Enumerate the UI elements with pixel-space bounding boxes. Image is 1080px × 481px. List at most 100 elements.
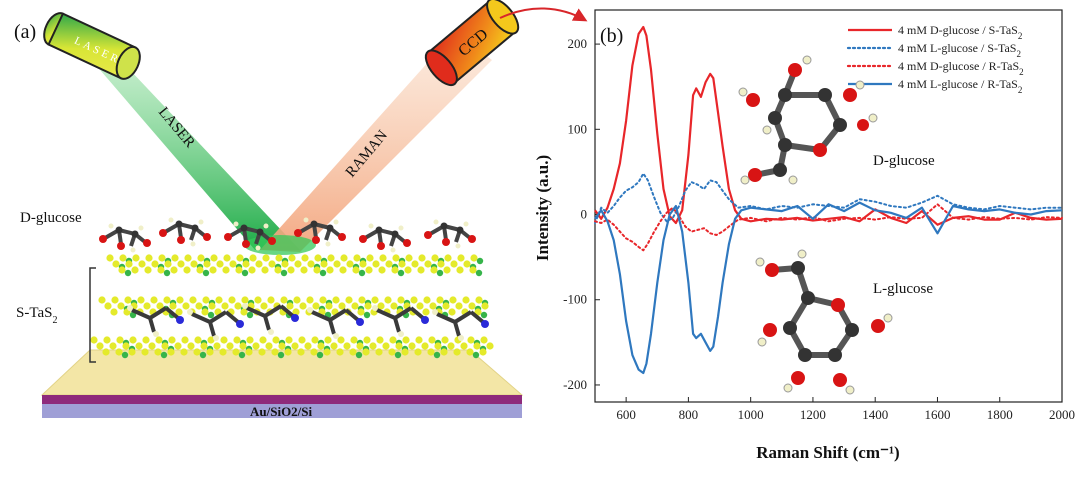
lattice-atom bbox=[404, 266, 412, 274]
lattice-atom bbox=[453, 348, 461, 356]
lattice-atom bbox=[242, 260, 250, 268]
lattice-atom bbox=[313, 266, 321, 274]
lattice-atom bbox=[356, 318, 364, 326]
lattice-atom bbox=[415, 336, 423, 344]
lattice-atom bbox=[427, 348, 435, 356]
lattice-bond bbox=[279, 304, 295, 318]
lattice-bond bbox=[191, 312, 211, 324]
lattice-atom bbox=[285, 336, 293, 344]
d-glucose-molecules bbox=[99, 217, 476, 253]
lattice-atom bbox=[240, 308, 248, 316]
lattice-atom bbox=[213, 342, 221, 350]
lattice-atom bbox=[124, 269, 132, 277]
lattice-bond bbox=[393, 306, 413, 320]
lattice-atom bbox=[323, 348, 331, 356]
lattice-atom bbox=[384, 296, 392, 304]
lattice-atom bbox=[155, 336, 163, 344]
lattice-atom bbox=[210, 254, 218, 262]
x-tick-label: 800 bbox=[679, 407, 699, 422]
lattice-atom bbox=[411, 260, 419, 268]
lattice-atom bbox=[310, 348, 318, 356]
glucose-atom bbox=[115, 226, 123, 234]
lattice-atom bbox=[122, 342, 130, 350]
lattice-bond bbox=[409, 306, 425, 320]
raman-beam bbox=[260, 32, 492, 252]
x-axis-title: Raman Shift (cm⁻¹) bbox=[756, 443, 899, 462]
lattice-atom bbox=[408, 342, 416, 350]
lattice-atom bbox=[353, 254, 361, 262]
lattice-atom bbox=[164, 260, 172, 268]
lattice-atom bbox=[169, 302, 177, 310]
lattice-atom bbox=[246, 311, 254, 319]
glucose-atom bbox=[333, 219, 339, 225]
glucose-atom bbox=[368, 223, 374, 229]
lattice-atom bbox=[168, 336, 176, 344]
lattice-atom bbox=[145, 254, 153, 262]
glucose-atom bbox=[359, 235, 367, 243]
lattice-atom bbox=[150, 296, 158, 304]
glucose-atom bbox=[233, 221, 239, 227]
lattice-atom bbox=[259, 336, 267, 344]
lattice-atom bbox=[98, 296, 106, 304]
lattice-bond bbox=[131, 308, 151, 320]
lattice-atom bbox=[148, 342, 156, 350]
lattice-atom bbox=[431, 254, 439, 262]
lattice-atom bbox=[345, 296, 353, 304]
lattice-atom bbox=[336, 348, 344, 356]
lattice-atom bbox=[189, 296, 197, 304]
lattice-atom bbox=[481, 320, 489, 328]
lattice-bond bbox=[344, 308, 360, 322]
lattice-atom bbox=[379, 254, 387, 262]
lattice-atom bbox=[432, 309, 438, 315]
lattice-bond bbox=[453, 321, 461, 337]
lattice-atom bbox=[181, 336, 189, 344]
lattice-atom bbox=[378, 266, 386, 274]
lattice-atom bbox=[112, 260, 120, 268]
lattice-atom bbox=[298, 336, 306, 344]
glucose-atom bbox=[224, 233, 232, 241]
lattice-atom bbox=[317, 342, 325, 350]
lattice-atom bbox=[332, 296, 340, 304]
glucose-atom bbox=[338, 233, 346, 241]
lattice-atom bbox=[294, 260, 302, 268]
lattice-atom bbox=[163, 296, 171, 304]
lattice-atom bbox=[314, 254, 322, 262]
lattice-atom bbox=[252, 342, 260, 350]
lattice-atom bbox=[248, 266, 256, 274]
lattice-atom bbox=[357, 308, 365, 316]
lattice-atom bbox=[401, 348, 409, 356]
lattice-atom bbox=[320, 260, 328, 268]
glucose-atom bbox=[312, 236, 320, 244]
lattice-atom bbox=[215, 296, 223, 304]
legend-entry: 4 mM L-glucose / S-TaS2 bbox=[898, 41, 1021, 59]
lattice-atom bbox=[480, 311, 488, 319]
lattice-atom bbox=[284, 348, 292, 356]
lattice-atom bbox=[206, 348, 214, 356]
glucose-atom bbox=[255, 245, 261, 251]
lattice-atom bbox=[449, 296, 457, 304]
x-tick-label: 1000 bbox=[738, 407, 764, 422]
lattice-bond bbox=[208, 310, 228, 324]
x-axis: 600 800 1000 1200 1400 1600 1800 2000 bbox=[616, 397, 1075, 422]
lattice-atom bbox=[297, 348, 305, 356]
lattice-atom bbox=[405, 254, 413, 262]
legend-entry: 4 mM L-glucose / R-TaS2 bbox=[898, 77, 1022, 95]
y-tick-label: 100 bbox=[568, 121, 588, 136]
lattice-atom bbox=[333, 260, 341, 268]
lattice-atom bbox=[352, 266, 360, 274]
lattice-atom bbox=[154, 348, 162, 356]
substrate-label: Au/SiO2/Si bbox=[250, 404, 313, 419]
lattice-atom bbox=[390, 302, 398, 310]
lattice-atom bbox=[109, 342, 117, 350]
series-line-4 bbox=[594, 201, 1063, 375]
glucose-atom bbox=[456, 226, 464, 234]
lattice-atom bbox=[369, 342, 377, 350]
glucose-atom bbox=[117, 242, 125, 250]
lattice-atom bbox=[382, 342, 390, 350]
lattice-atom bbox=[364, 302, 372, 310]
lattice-atom bbox=[306, 296, 314, 304]
plot-series bbox=[594, 25, 1063, 375]
lattice-atom bbox=[385, 260, 393, 268]
substrate-si-layer bbox=[42, 404, 522, 418]
lattice-atom bbox=[161, 342, 169, 350]
